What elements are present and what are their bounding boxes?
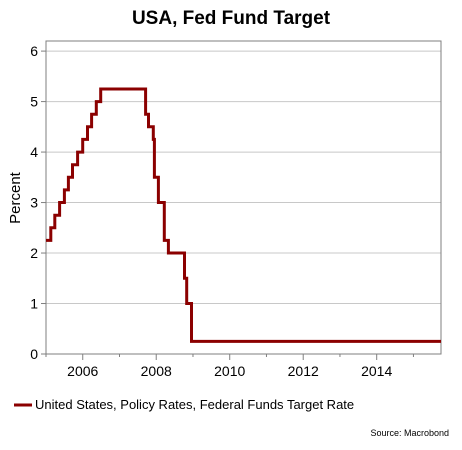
legend: United States, Policy Rates, Federal Fun… bbox=[14, 397, 354, 412]
y-axis-label: Percent bbox=[7, 171, 24, 224]
grid-lines bbox=[46, 50, 441, 305]
plot-frame bbox=[45, 40, 442, 355]
source-note: Source: Macrobond bbox=[370, 428, 449, 438]
x-tick-label-2008: 2008 bbox=[141, 363, 172, 379]
y-tick-label-2: 2 bbox=[30, 245, 38, 261]
y-tick-label-0: 0 bbox=[30, 346, 38, 362]
x-tick-label-2010: 2010 bbox=[214, 363, 245, 379]
y-axis-labels: 0 1 2 3 4 5 6 bbox=[30, 43, 38, 362]
legend-label: United States, Policy Rates, Federal Fun… bbox=[35, 397, 354, 412]
y-tick-label-3: 3 bbox=[30, 195, 38, 211]
axis-ticks bbox=[41, 50, 414, 360]
y-tick-label-5: 5 bbox=[30, 94, 38, 110]
x-tick-label-2014: 2014 bbox=[361, 363, 392, 379]
chart-title: USA, Fed Fund Target bbox=[132, 8, 331, 29]
series-line-fed-funds-target bbox=[46, 87, 441, 343]
y-tick-label-4: 4 bbox=[30, 144, 38, 160]
x-axis-labels: 2006 2008 2010 2012 2014 bbox=[67, 363, 392, 379]
x-tick-label-2012: 2012 bbox=[288, 363, 319, 379]
y-tick-label-6: 6 bbox=[30, 43, 38, 59]
x-tick-label-2006: 2006 bbox=[67, 363, 98, 379]
y-tick-label-1: 1 bbox=[30, 296, 38, 312]
